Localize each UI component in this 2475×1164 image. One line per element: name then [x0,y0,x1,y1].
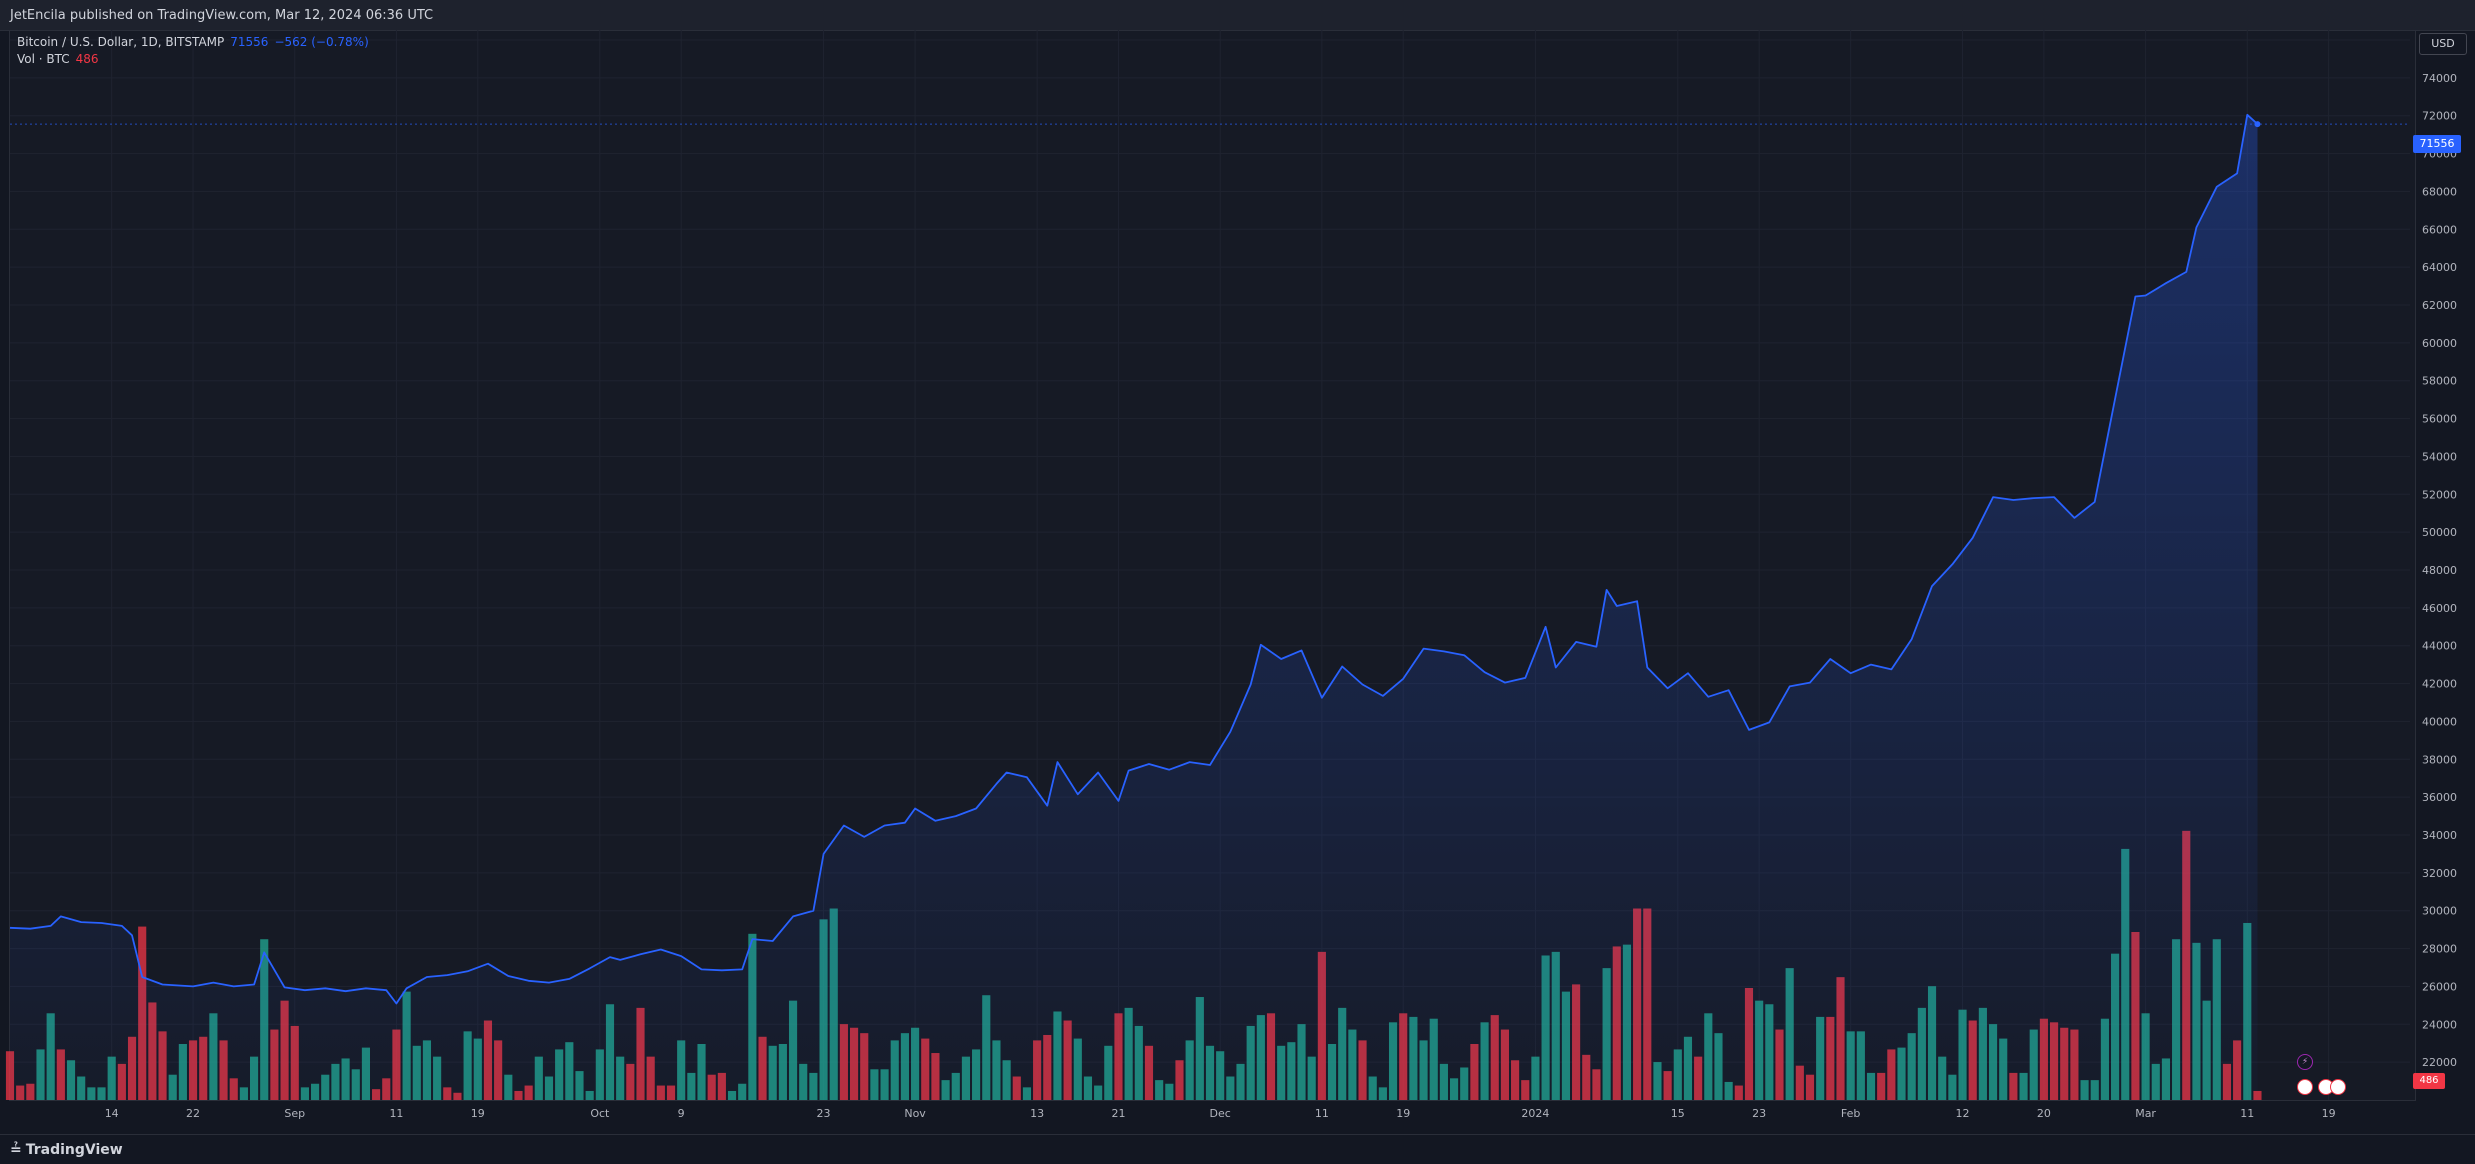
legend-symbol-row: Bitcoin / U.S. Dollar, 1D, BITSTAMP 71556… [17,34,369,51]
legend-volume-value: 486 [75,52,99,66]
price-area-fill [10,114,2258,1101]
price-line [9,113,2259,1005]
y-tick-label: 46000 [2422,602,2457,615]
last-price-dot [2254,121,2261,128]
y-tick-label: 36000 [2422,791,2457,804]
y-tick-label: 34000 [2422,829,2457,842]
x-tick-label: Dec [1210,1107,1231,1120]
y-tick-label: 72000 [2422,110,2457,123]
x-tick-label: 22 [186,1107,200,1120]
y-tick-label: 44000 [2422,640,2457,653]
x-tick-label: Nov [904,1107,926,1120]
y-tick-label: 56000 [2422,413,2457,426]
y-tick-label: 52000 [2422,488,2457,501]
time-axis: 14 22 Sep 11 19 Oct 9 23 Nov 13 21 Dec 11 19 2024 15 23 F… [105,1107,2336,1120]
currency-button[interactable]: USD [2419,33,2467,55]
y-tick-label: 58000 [2422,375,2457,388]
y-tick-label: 24000 [2422,1018,2457,1031]
y-tick-label: 74000 [2422,72,2457,85]
footer: ≟ TradingView [0,1134,2475,1164]
y-tick-label: 54000 [2422,450,2457,463]
x-tick-label: 14 [105,1107,119,1120]
price-area [9,113,2410,1101]
legend-change: −562 (−0.78%) [274,35,369,49]
x-tick-label: 21 [1111,1107,1125,1120]
x-tick-label: 23 [817,1107,831,1120]
x-tick-label: 11 [2240,1107,2254,1120]
y-tick-label: 40000 [2422,715,2457,728]
chart-legend: Bitcoin / U.S. Dollar, 1D, BITSTAMP 71556… [17,34,369,68]
legend-volume-row: Vol · BTC 486 [17,51,369,68]
x-tick-label: 20 [2037,1107,2051,1120]
us-flag-event-icon-3[interactable] [2330,1079,2346,1095]
legend-volume-label: Vol · BTC [17,52,70,66]
y-tick-label: 68000 [2422,185,2457,198]
y-tick-label: 26000 [2422,980,2457,993]
y-tick-label: 22000 [2422,1056,2457,1069]
y-tick-label: 32000 [2422,867,2457,880]
x-tick-label: 12 [1956,1107,1970,1120]
last-price-tag: 71556 [2413,135,2461,153]
y-tick-label: 66000 [2422,223,2457,236]
y-tick-label: 48000 [2422,564,2457,577]
x-tick-label: 11 [1315,1107,1329,1120]
publisher-line: JetEncila published on TradingView.com, … [10,8,434,23]
x-tick-label: 9 [678,1107,685,1120]
lightning-event-icon[interactable]: ⚡ [2297,1054,2313,1070]
tradingview-logo[interactable]: ≟ TradingView [10,1142,123,1158]
y-tick-label: 42000 [2422,678,2457,691]
y-tick-label: 30000 [2422,905,2457,918]
x-tick-label: Oct [590,1107,610,1120]
x-tick-label: Mar [2135,1107,2156,1120]
tradingview-logo-icon: ≟ [10,1142,22,1158]
y-tick-label: 28000 [2422,943,2457,956]
y-tick-label: 50000 [2422,526,2457,539]
x-tick-label: 19 [2322,1107,2336,1120]
legend-symbol: Bitcoin / U.S. Dollar, 1D, BITSTAMP [17,35,225,49]
price-axis: 22000 24000 26000 28000 30000 32000 34000 36000… [2422,34,2457,1069]
x-tick-label: 11 [389,1107,403,1120]
tradingview-brand: TradingView [25,1142,123,1158]
x-tick-label: 19 [1396,1107,1410,1120]
x-tick-label: 23 [1752,1107,1766,1120]
y-tick-label: 64000 [2422,261,2457,274]
legend-last-price: 71556 [230,35,269,49]
y-tick-label: 62000 [2422,299,2457,312]
x-tick-label: Sep [284,1107,305,1120]
x-tick-label: 15 [1671,1107,1685,1120]
x-tick-label: 19 [471,1107,485,1120]
volume-tag: 486 [2413,1073,2445,1089]
x-tick-label: Feb [1841,1107,1860,1120]
y-tick-label: 60000 [2422,337,2457,350]
us-flag-event-icon[interactable] [2297,1079,2313,1095]
x-tick-label: 13 [1030,1107,1044,1120]
y-tick-label: 38000 [2422,753,2457,766]
x-tick-label: 2024 [1521,1107,1549,1120]
